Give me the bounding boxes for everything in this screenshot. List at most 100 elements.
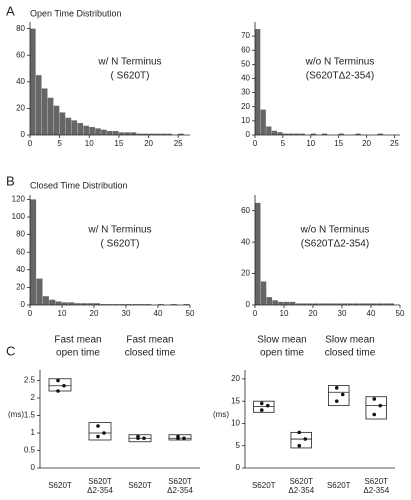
histogram-bar bbox=[295, 303, 302, 305]
y-tick-label: 0 bbox=[31, 463, 36, 472]
data-point bbox=[182, 436, 186, 441]
histogram-bar bbox=[342, 303, 348, 305]
box bbox=[290, 431, 312, 449]
box bbox=[168, 434, 192, 441]
y-tick-label: 15 bbox=[231, 396, 240, 405]
x-tick-label: 0 bbox=[253, 139, 258, 148]
histogram-bar bbox=[255, 29, 261, 135]
x-tick-label: S620T bbox=[289, 477, 313, 486]
x-tick-label: 0 bbox=[28, 309, 33, 318]
histogram-bar bbox=[272, 300, 278, 305]
histogram-bar bbox=[65, 117, 72, 135]
histogram-bar bbox=[89, 127, 95, 135]
data-point bbox=[265, 403, 270, 408]
histogram-bar bbox=[124, 132, 131, 135]
y-tick-label: 80 bbox=[16, 230, 25, 239]
histogram-bar bbox=[324, 303, 331, 305]
histogram-bar bbox=[95, 128, 101, 135]
data-point bbox=[142, 436, 146, 441]
histogram-bar bbox=[178, 133, 184, 135]
histogram-bar bbox=[284, 301, 290, 305]
y-tick-label: 5 bbox=[236, 441, 241, 450]
histogram-bar bbox=[41, 88, 48, 135]
panel-label: B bbox=[6, 173, 15, 188]
histogram-bar bbox=[371, 303, 377, 305]
histogram-bar bbox=[313, 303, 319, 305]
x-tick-label: 10 bbox=[280, 309, 289, 318]
histogram-bar bbox=[142, 133, 149, 135]
annotation: open time bbox=[260, 348, 304, 359]
x-tick-sublabel: Δ2-354 bbox=[363, 486, 389, 495]
x-tick-label: S620T bbox=[88, 477, 112, 486]
data-point bbox=[297, 430, 302, 435]
annotation: ( S620T) bbox=[111, 71, 150, 82]
histogram-bar bbox=[138, 304, 145, 305]
panel-label: C bbox=[6, 343, 15, 358]
x-tick-label: 0 bbox=[28, 139, 33, 148]
annotation: Slow mean bbox=[257, 335, 306, 346]
histogram-bar bbox=[118, 132, 125, 135]
x-tick-label: 20 bbox=[90, 309, 99, 318]
y-tick-label: 2 bbox=[31, 393, 36, 402]
data-point bbox=[303, 437, 308, 441]
histogram-bar bbox=[148, 133, 155, 135]
histogram-bar bbox=[158, 304, 165, 305]
histogram-bar bbox=[94, 303, 101, 305]
y-tick-label: 0.5 bbox=[24, 446, 36, 455]
histogram-bar bbox=[160, 133, 166, 135]
y-tick-label: 80 bbox=[16, 24, 25, 33]
x-tick-label: 15 bbox=[114, 139, 123, 148]
box bbox=[48, 378, 72, 392]
y-tick-label: 1 bbox=[31, 428, 36, 437]
y-tick-label: 60 bbox=[16, 50, 25, 59]
y-tick-label: 120 bbox=[12, 195, 26, 204]
annotation: closed time bbox=[125, 348, 176, 359]
data-point bbox=[96, 424, 100, 428]
annotation: closed time bbox=[325, 348, 376, 359]
histogram-bar bbox=[59, 112, 66, 135]
histogram-bar bbox=[271, 130, 278, 135]
histogram-bar bbox=[376, 303, 383, 305]
x-tick-label: 20 bbox=[362, 139, 371, 148]
x-tick-label: 50 bbox=[396, 309, 405, 318]
histogram-bar bbox=[83, 125, 89, 135]
histogram-bar bbox=[87, 303, 94, 305]
x-tick-label: 0 bbox=[253, 309, 258, 318]
annotation: open time bbox=[56, 348, 100, 359]
histogram-bar bbox=[388, 303, 394, 305]
y-tick-label: 40 bbox=[16, 77, 25, 86]
histogram-bar bbox=[365, 303, 371, 305]
histogram-bar bbox=[277, 132, 283, 135]
y-tick-label: 70 bbox=[241, 31, 250, 40]
y-tick-label: 40 bbox=[241, 237, 250, 246]
data-point bbox=[56, 378, 60, 383]
x-tick-label: S620T bbox=[364, 477, 388, 486]
x-tick-label: 25 bbox=[390, 139, 399, 148]
annotation: Fast mean bbox=[126, 335, 173, 346]
y-tick-label: 40 bbox=[241, 74, 250, 83]
y-tick-label: 40 bbox=[16, 265, 25, 274]
histogram-bar bbox=[100, 304, 107, 305]
x-tick-sublabel: Δ2-354 bbox=[87, 486, 113, 495]
y-tick-label: 0 bbox=[246, 300, 251, 309]
y-tick-label: 2.5 bbox=[24, 376, 36, 385]
x-tick-label: 40 bbox=[154, 309, 163, 318]
histogram-bar bbox=[255, 202, 261, 305]
histogram-bar bbox=[353, 303, 360, 305]
histogram-bar bbox=[355, 133, 361, 135]
data-point bbox=[259, 401, 264, 406]
x-tick-label: 5 bbox=[57, 139, 62, 148]
x-tick-label: 25 bbox=[174, 139, 183, 148]
x-tick-label: 10 bbox=[58, 309, 67, 318]
x-tick-label: S620T bbox=[48, 481, 72, 490]
histogram-bar bbox=[30, 199, 37, 305]
data-point bbox=[259, 408, 264, 412]
histogram-bar bbox=[336, 303, 342, 305]
x-tick-label: 30 bbox=[338, 309, 347, 318]
histogram-bar bbox=[310, 133, 317, 135]
data-point bbox=[372, 412, 377, 417]
histogram-bar bbox=[330, 303, 336, 305]
y-tick-label: 1.5 bbox=[24, 411, 36, 420]
histogram-bar bbox=[36, 278, 43, 305]
x-tick-label: S620T bbox=[168, 477, 192, 486]
